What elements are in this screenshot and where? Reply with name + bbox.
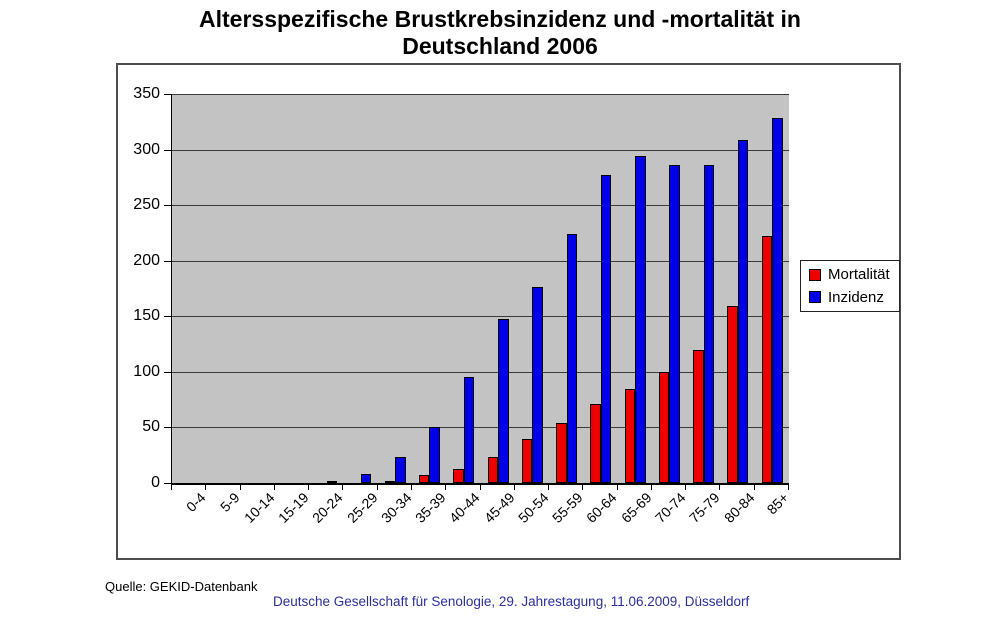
bar-inzidenz-35-39 [429,427,440,483]
gridline-50 [172,427,789,429]
y-axis-label-200: 200 [133,251,160,269]
x-tick-14 [650,485,652,490]
x-tick-8 [445,485,447,490]
bar-inzidenz-40-44 [463,377,475,483]
x-tick-10 [513,485,515,490]
bar-mortalitaet-75-79 [693,349,704,483]
legend: Mortalität Inzidenz [800,260,900,312]
y-tick-150 [164,316,171,318]
x-tick-6 [376,485,378,490]
legend-item-inzidenz: Inzidenz [809,289,899,306]
x-tick-16 [719,485,721,490]
bar-mortalitaet-60-64 [590,404,601,483]
x-tick-11 [548,485,550,490]
y-axis-label-350: 350 [133,85,160,102]
x-tick-15 [685,485,687,490]
x-tick-2 [239,485,241,490]
bar-mortalitaet-30-34 [384,480,396,483]
bar-inzidenz-50-54 [532,287,543,483]
y-tick-300 [164,149,171,151]
y-axis-label-100: 100 [133,362,160,380]
gridline-250 [172,205,789,207]
x-tick-5 [342,485,344,490]
bar-mortalitaet-35-39 [418,475,430,483]
x-tick-3 [273,485,275,490]
bar-inzidenz-60-64 [600,175,612,483]
bar-inzidenz-55-59 [566,234,578,483]
bar-mortalitaet-45-49 [487,457,498,483]
y-axis-label-50: 50 [142,418,160,436]
bar-inzidenz-20-24 [326,480,338,483]
y-tick-250 [164,205,171,207]
y-tick-50 [164,427,171,429]
y-axis-label-300: 300 [133,140,160,158]
bar-inzidenz-85plus [772,118,783,483]
bar-mortalitaet-50-54 [521,438,533,483]
chart-title: Altersspezifische Brustkrebsinzidenz und… [0,6,1000,60]
gridline-350 [172,94,789,95]
legend-item-mortalitaet: Mortalität [809,266,899,283]
legend-color-mortalitaet [809,268,821,281]
x-tick-17 [753,485,755,490]
x-tick-0 [171,485,172,490]
bar-inzidenz-70-74 [669,165,680,483]
conference-note: Deutsche Gesellschaft für Senologie, 29.… [273,594,750,609]
chart-frame: 0 50 100 150 200 250 300 350 0-4 5-9 10-14 15-19 20… [116,63,901,560]
plot-area [171,94,789,485]
y-tick-0 [164,483,171,484]
legend-label-mortalitaet: Mortalität [828,266,890,284]
x-tick-12 [582,485,584,490]
bar-inzidenz-75-79 [703,165,715,483]
bar-mortalitaet-40-44 [453,468,464,483]
legend-color-inzidenz [809,291,821,304]
source-note: Quelle: GEKID-Datenbank [105,579,258,594]
y-tick-200 [164,260,171,262]
x-tick-9 [479,485,481,490]
x-tick-1 [205,485,207,490]
x-tick-13 [616,485,618,490]
y-tick-100 [164,371,171,373]
y-axis-label-150: 150 [133,307,160,325]
gridline-300 [172,149,789,151]
bar-mortalitaet-55-59 [556,422,567,483]
legend-label-inzidenz: Inzidenz [828,288,884,306]
x-tick-18 [788,485,789,490]
bar-mortalitaet-80-84 [727,306,738,483]
bar-mortalitaet-65-69 [624,388,636,483]
bar-inzidenz-45-49 [498,318,509,483]
x-tick-7 [410,485,412,490]
bar-inzidenz-65-69 [635,156,646,483]
chart-title-line2: Deutschland 2006 [402,33,598,59]
gridline-150 [172,316,789,318]
y-axis-label-250: 250 [133,196,160,214]
bar-inzidenz-30-34 [395,457,406,483]
bar-inzidenz-25-29 [360,474,372,483]
bar-inzidenz-80-84 [737,139,749,483]
chart-title-line1: Altersspezifische Brustkrebsinzidenz und… [199,6,801,32]
x-tick-4 [308,485,310,490]
bar-mortalitaet-85plus [761,236,773,483]
y-tick-350 [164,94,171,95]
bar-mortalitaet-70-74 [658,371,670,483]
gridline-200 [172,260,789,262]
y-axis-label-0: 0 [151,474,160,491]
gridline-100 [172,371,789,373]
